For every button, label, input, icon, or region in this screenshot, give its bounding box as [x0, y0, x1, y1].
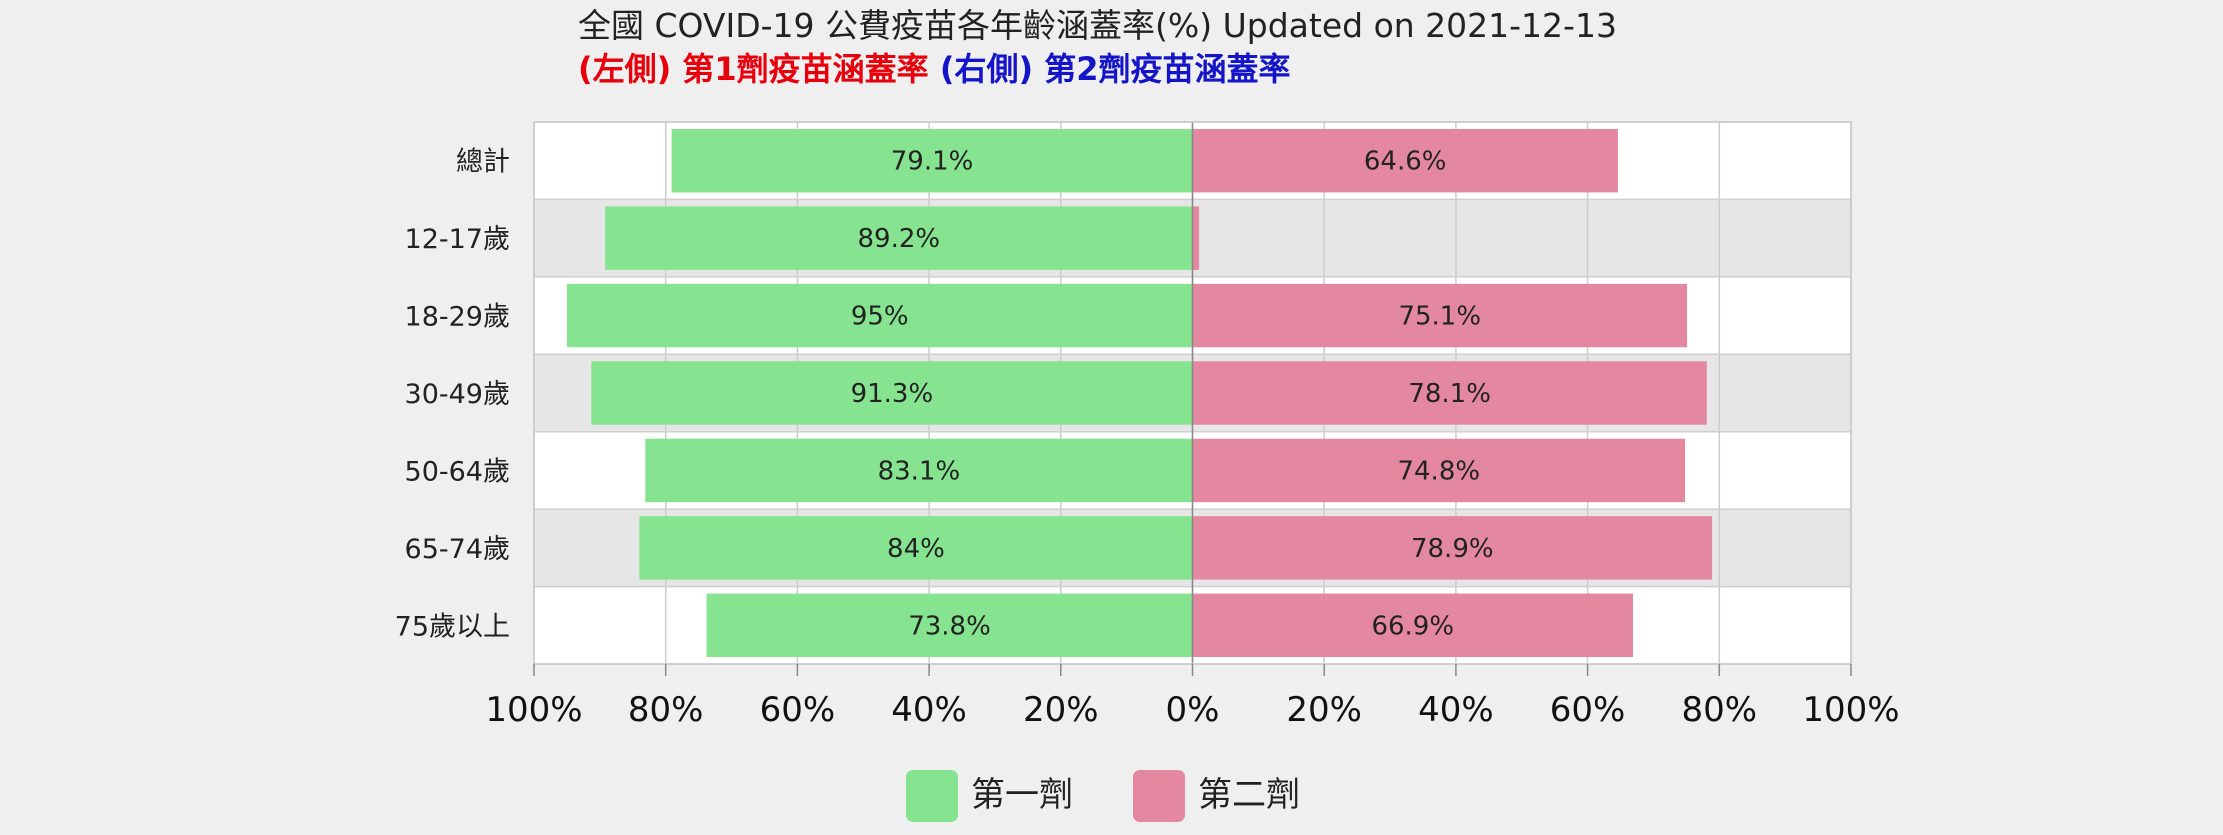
bar-dose1 — [591, 361, 1193, 425]
x-tick-label: 40% — [1418, 690, 1494, 730]
x-tick-label: 40% — [891, 690, 967, 730]
x-tick-label: 80% — [628, 690, 704, 730]
legend-label: 第一劑 — [971, 775, 1073, 815]
legend-swatch — [906, 770, 958, 822]
category-label: 65-74歲 — [405, 534, 510, 565]
category-label: 50-64歲 — [405, 456, 510, 487]
bar-dose2 — [1192, 516, 1713, 580]
category-label: 12-17歲 — [405, 224, 510, 255]
bar-value-label: 79.1% — [891, 147, 974, 177]
bar-value-label: 89.2% — [858, 224, 941, 254]
bar-dose2 — [1192, 361, 1707, 425]
x-tick-label: 80% — [1682, 690, 1758, 730]
x-tick-label: 20% — [1286, 690, 1362, 730]
bar-value-label: 78.1% — [1408, 379, 1491, 409]
legend-swatch — [1133, 770, 1185, 822]
x-tick-label: 60% — [1550, 690, 1626, 730]
x-tick-label: 100% — [485, 690, 582, 730]
subtitle-left-tag: (左側) — [578, 50, 672, 88]
subtitle-right-tag: (右側) — [939, 50, 1034, 88]
bar-dose1 — [645, 438, 1193, 503]
category-label: 30-49歲 — [405, 379, 510, 410]
bar-value-label: 75.1% — [1398, 302, 1481, 332]
chart-titles: 全國 COVID-19 公費疫苗各年齡涵蓋率(%) Updated on 202… — [578, 4, 1617, 90]
legend-label: 第二劑 — [1198, 775, 1300, 815]
bar-value-label: 78.9% — [1411, 534, 1494, 564]
bar-value-label: 74.8% — [1397, 456, 1480, 486]
subtitle-left-text: 第1劑疫苗涵蓋率 — [682, 50, 929, 88]
bar-value-label: 66.9% — [1371, 611, 1454, 641]
bar-dose2 — [1192, 593, 1634, 657]
bar-dose1 — [639, 516, 1193, 580]
bar-dose1 — [706, 593, 1193, 657]
bar-value-label: 83.1% — [878, 456, 961, 486]
bar-dose2 — [1192, 438, 1686, 503]
bar-dose2 — [1192, 283, 1688, 348]
x-tick-label: 100% — [1802, 690, 1899, 730]
x-tick-label: 0% — [1166, 690, 1220, 730]
chart-title: 全國 COVID-19 公費疫苗各年齡涵蓋率(%) Updated on 202… — [578, 6, 1617, 45]
bar-value-label: 64.6% — [1364, 147, 1447, 177]
chart-subtitle: (左側) 第1劑疫苗涵蓋率 (右側) 第2劑疫苗涵蓋率 — [578, 48, 1617, 90]
bar-value-label: 91.3% — [851, 379, 934, 409]
subtitle-right-text: 第2劑疫苗涵蓋率 — [1044, 50, 1291, 88]
bar-dose2 — [1192, 206, 1200, 270]
bar-dose1 — [605, 206, 1193, 270]
bar-dose1 — [671, 129, 1193, 193]
bar-dose1 — [566, 283, 1193, 348]
bar-value-label: 84% — [887, 534, 945, 564]
category-label: 75歲以上 — [395, 611, 510, 642]
bar-dose2 — [1192, 129, 1618, 193]
category-label: 18-29歲 — [405, 302, 510, 333]
x-tick-label: 20% — [1023, 690, 1099, 730]
x-tick-label: 60% — [760, 690, 836, 730]
bar-value-label: 73.8% — [908, 611, 991, 641]
bar-value-label: 95% — [851, 302, 909, 332]
category-label: 總計 — [456, 147, 510, 178]
